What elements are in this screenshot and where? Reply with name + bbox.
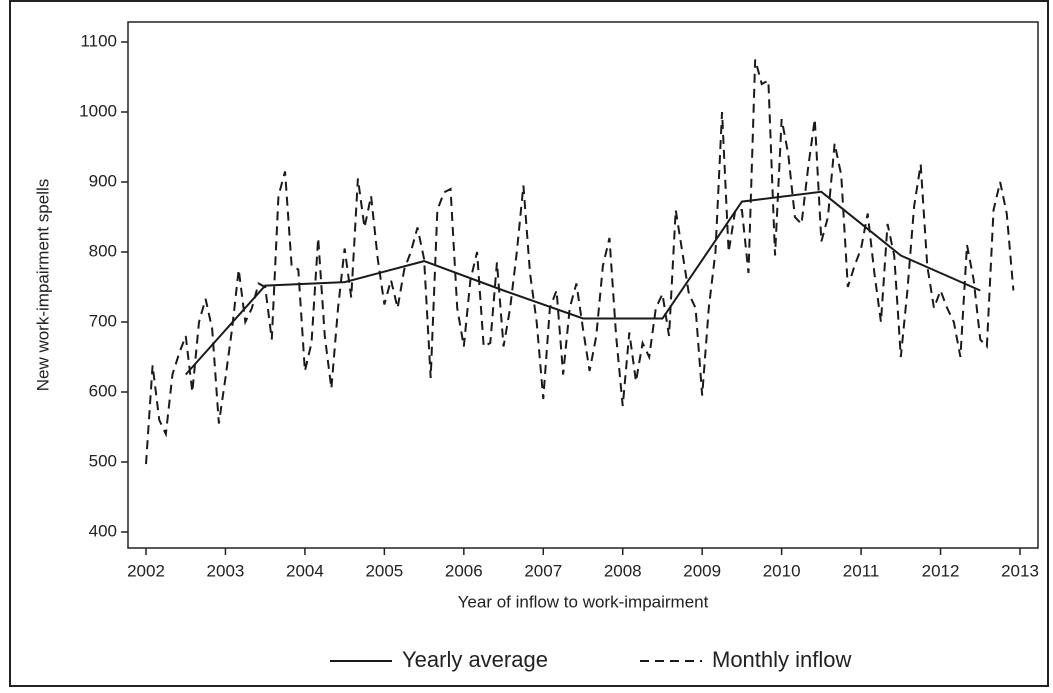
x-axis-title: Year of inflow to work-impairment — [458, 592, 709, 611]
plot-area — [127, 21, 1039, 549]
legend-label: Monthly inflow — [712, 647, 852, 672]
x-tick-label: 2010 — [763, 561, 801, 580]
x-tick-label: 2009 — [683, 561, 721, 580]
series-line — [145, 59, 1015, 465]
x-tick-label: 2008 — [604, 561, 642, 580]
y-tick-label: 1000 — [79, 101, 117, 120]
y-tick-label: 400 — [89, 521, 117, 540]
legend-label: Yearly average — [402, 647, 548, 672]
x-tick-label: 2011 — [843, 561, 880, 580]
y-axis-title: New work-impairment spells — [33, 179, 52, 392]
y-tick-label: 600 — [89, 381, 117, 400]
x-tick-label: 2013 — [1001, 561, 1039, 580]
x-tick-label: 2004 — [286, 561, 324, 580]
x-tick-label: 2006 — [445, 561, 483, 580]
x-tick-label: 2012 — [922, 561, 960, 580]
y-tick-label: 500 — [89, 451, 117, 470]
frame — [9, 0, 1049, 687]
y-tick-label: 700 — [89, 311, 117, 330]
y-tick-label: 800 — [89, 241, 117, 260]
x-tick-label: 2007 — [524, 561, 562, 580]
x-tick-label: 2002 — [127, 561, 165, 580]
y-tick-label: 900 — [89, 171, 117, 190]
series-line — [184, 190, 981, 376]
y-tick-label: 1100 — [80, 31, 117, 50]
x-tick-label: 2003 — [207, 561, 245, 580]
x-tick-label: 2005 — [365, 561, 403, 580]
